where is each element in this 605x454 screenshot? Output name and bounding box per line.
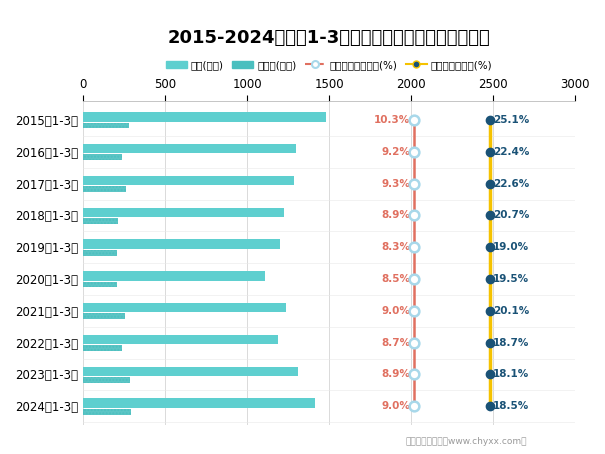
Bar (83, 112, 326, 122)
Title: 2015-2024年各年1-3月黑龙江省工业企业存货统计图: 2015-2024年各年1-3月黑龙江省工业企业存货统计图 (168, 29, 491, 47)
Bar (83, 123, 129, 128)
Text: 10.3%: 10.3% (374, 115, 410, 125)
Text: 9.0%: 9.0% (382, 306, 410, 316)
Text: 18.5%: 18.5% (493, 401, 529, 411)
Text: 19.5%: 19.5% (493, 274, 529, 284)
Text: 8.3%: 8.3% (381, 242, 410, 252)
Bar (83, 250, 117, 256)
Text: 25.1%: 25.1% (493, 115, 529, 125)
Bar (83, 377, 129, 383)
Bar (83, 303, 286, 312)
Bar (83, 335, 278, 344)
Bar (83, 144, 296, 153)
Bar (83, 271, 265, 281)
Bar (83, 218, 118, 224)
Text: 18.1%: 18.1% (493, 370, 529, 380)
Text: 9.0%: 9.0% (382, 401, 410, 411)
Text: 制图：智研咨询（www.chyxx.com）: 制图：智研咨询（www.chyxx.com） (405, 437, 527, 446)
Text: 8.9%: 8.9% (382, 370, 410, 380)
Text: 8.9%: 8.9% (382, 211, 410, 221)
Bar (83, 186, 126, 192)
Bar (83, 207, 284, 217)
Bar (83, 313, 125, 319)
Text: 22.6%: 22.6% (493, 179, 529, 189)
Text: 9.2%: 9.2% (382, 147, 410, 157)
Text: 18.7%: 18.7% (493, 338, 529, 348)
Text: 8.5%: 8.5% (381, 274, 410, 284)
Legend: 存货(亿元), 产成品(亿元), 存货占流动资产比(%), 存货占总资产比(%): 存货(亿元), 产成品(亿元), 存货占流动资产比(%), 存货占总资产比(%) (162, 56, 497, 74)
Bar (83, 409, 131, 415)
Bar (83, 154, 122, 160)
Bar (83, 345, 122, 351)
Bar (83, 239, 280, 249)
Bar (83, 366, 298, 376)
Text: 22.4%: 22.4% (493, 147, 529, 157)
Bar (83, 281, 117, 287)
Text: 8.7%: 8.7% (381, 338, 410, 348)
Text: 9.3%: 9.3% (382, 179, 410, 189)
Bar (83, 176, 294, 185)
Text: 19.0%: 19.0% (493, 242, 529, 252)
Text: 20.7%: 20.7% (493, 211, 529, 221)
Text: 20.1%: 20.1% (493, 306, 529, 316)
Bar (83, 398, 315, 408)
